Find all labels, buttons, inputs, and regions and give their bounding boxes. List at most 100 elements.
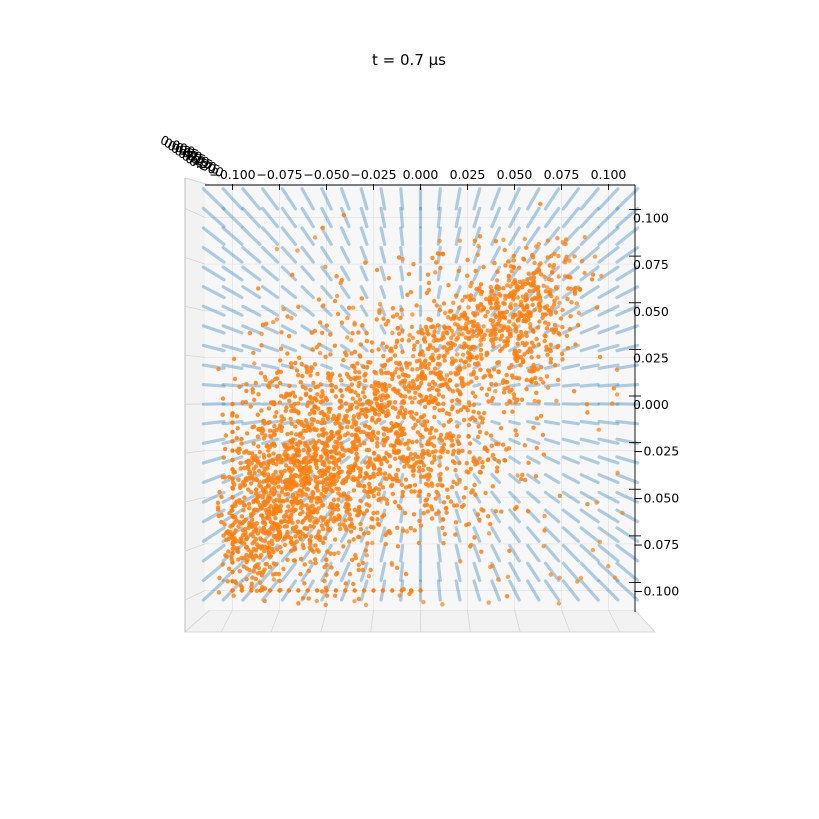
particle-point [426, 287, 432, 293]
particle-point [513, 290, 518, 295]
particle-point [285, 557, 290, 562]
particle-point [516, 333, 521, 339]
particle-point [614, 367, 620, 372]
particle-point [411, 262, 416, 267]
lattice-point [300, 383, 315, 388]
particle-point [399, 367, 405, 373]
particle-point [414, 303, 419, 308]
particle-point [449, 406, 455, 412]
particle-point [462, 344, 467, 349]
particle-point [370, 415, 375, 421]
lattice-point [543, 490, 561, 504]
particle-point [493, 239, 499, 244]
particle-point [293, 424, 298, 429]
particle-point [409, 489, 414, 494]
particle-point [474, 333, 479, 339]
particle-point [526, 271, 531, 276]
particle-point [364, 414, 369, 419]
particle-point [508, 284, 513, 289]
particle-point [493, 382, 499, 387]
particle-point [311, 491, 316, 497]
particle-point [242, 495, 247, 500]
particle-point [369, 437, 375, 443]
lattice-point [436, 324, 442, 335]
particle-point [486, 457, 491, 462]
particle-point [308, 394, 313, 400]
particle-point [410, 335, 416, 341]
particle-point [275, 458, 280, 463]
particle-point [496, 577, 501, 582]
particle-point [378, 482, 383, 487]
particle-point [385, 530, 390, 535]
particle-point [484, 392, 490, 397]
particle-point [449, 434, 454, 439]
lattice-point [221, 206, 244, 229]
particle-point [340, 493, 345, 498]
particle-point [381, 496, 387, 501]
particle-point [235, 426, 240, 431]
particle-point [509, 387, 514, 393]
particle-point [286, 334, 292, 339]
particle-point [302, 482, 308, 487]
particle-point [568, 314, 573, 319]
particle-point [277, 588, 282, 593]
particle-point [353, 400, 359, 405]
particle-point [215, 505, 221, 510]
particle-point [366, 530, 371, 536]
particle-point [251, 557, 256, 562]
particle-point [491, 331, 497, 336]
particle-point [288, 416, 293, 422]
particle-point [430, 255, 435, 261]
lattice-point [359, 343, 369, 353]
particle-point [345, 431, 350, 436]
particle-point [544, 344, 549, 349]
lattice-point [490, 543, 502, 563]
particle-point [315, 392, 320, 397]
lattice-point [526, 419, 541, 426]
particle-point [479, 549, 484, 554]
particle-point [563, 274, 568, 279]
particle-point [557, 300, 562, 305]
lattice-point [241, 285, 262, 300]
lattice-point [399, 206, 405, 229]
particle-point [373, 486, 379, 491]
particle-point [246, 525, 251, 530]
particle-point [518, 329, 524, 335]
particle-point [457, 332, 462, 337]
particle-point [454, 337, 459, 342]
particle-point [510, 375, 516, 380]
particle-point [556, 344, 561, 349]
particle-point [371, 493, 377, 499]
particle-point [252, 470, 257, 476]
lattice-point [561, 473, 581, 485]
particle-point [365, 433, 370, 438]
particle-point [357, 353, 362, 358]
particle-point [314, 500, 320, 505]
lattice-point [261, 343, 280, 353]
particle-point [399, 482, 405, 487]
particle-point [370, 431, 375, 436]
lattice-point [561, 206, 581, 229]
particle-point [336, 550, 341, 555]
particle-point [543, 289, 549, 294]
particle-point [296, 443, 301, 448]
particle-point [274, 547, 280, 552]
particle-point [304, 477, 309, 482]
particle-point [322, 472, 328, 477]
particle-point [404, 362, 409, 368]
particle-point [324, 323, 329, 328]
lattice-point [597, 543, 620, 563]
particle-point [477, 286, 482, 291]
lattice-point [615, 419, 640, 426]
particle-point [392, 400, 398, 405]
particle-point [473, 462, 478, 467]
particle-point [340, 393, 345, 399]
particle-point [481, 324, 486, 329]
particle-point [243, 400, 249, 405]
particle-point [395, 467, 401, 473]
particle-point [254, 588, 260, 593]
particle-point [390, 330, 395, 336]
particle-point [339, 441, 344, 446]
particle-point [261, 501, 267, 506]
particle-point [476, 243, 481, 249]
